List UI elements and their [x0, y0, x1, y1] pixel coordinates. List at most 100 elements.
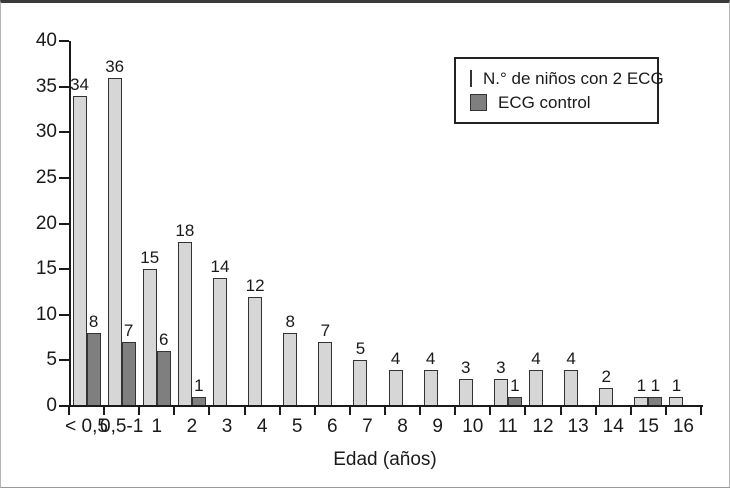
bar-ninos-2ecg [318, 342, 333, 406]
x-category-label: 3 [221, 416, 233, 437]
y-tick [59, 313, 69, 316]
bar-value-label: 1 [194, 375, 204, 395]
y-tick [59, 222, 69, 225]
bar-value-label: 14 [210, 257, 230, 277]
x-tick [243, 406, 246, 415]
bar-ninos-2ecg [283, 333, 298, 406]
bar-value-label: 7 [320, 321, 331, 341]
x-category-label: 13 [567, 416, 589, 437]
x-tick [419, 406, 422, 415]
bar-ninos-2ecg [423, 369, 438, 406]
x-tick [384, 406, 386, 415]
bar-value-label: 34 [70, 74, 89, 94]
legend: N.° de niños con 2 ECG ECG control [454, 57, 664, 124]
x-tick [454, 406, 457, 415]
x-category-label: 10 [462, 416, 484, 437]
x-tick [700, 406, 702, 415]
x-tick [208, 406, 211, 415]
x-tick [559, 406, 562, 415]
bar-value-label: 36 [105, 56, 125, 76]
bar-value-label: 18 [175, 220, 195, 240]
x-category-label: 7 [362, 416, 373, 437]
y-tick-label: 0 [46, 395, 57, 416]
bar-ninos-2ecg [353, 360, 368, 406]
y-tick [59, 268, 69, 271]
bar-value-label: 3 [461, 357, 471, 377]
bar-value-label: 7 [123, 321, 134, 341]
x-category-label: 2 [186, 416, 198, 437]
legend-item-ninos-2ecg: N.° de niños con 2 ECG [470, 69, 664, 88]
y-tick-label: 35 [35, 75, 57, 97]
y-tick-label: 40 [35, 30, 57, 51]
x-tick [664, 406, 667, 415]
bar-ecg-control [156, 351, 171, 406]
bar-value-label: 8 [285, 312, 295, 331]
legend-swatch-ecg-control [470, 94, 487, 111]
x-tick [278, 406, 281, 415]
x-tick [138, 406, 141, 415]
bar-value-label: 1 [636, 375, 647, 395]
x-category-label: 8 [397, 416, 408, 437]
bar-value-label: 3 [496, 357, 506, 377]
x-axis-line [69, 405, 703, 407]
bar-value-label: 5 [355, 339, 366, 359]
x-tick [489, 406, 492, 415]
bar-value-label: 1 [671, 375, 682, 395]
x-category-label: 14 [602, 416, 624, 437]
y-tick [59, 131, 69, 134]
x-category-label: 15 [637, 416, 659, 437]
y-tick-label: 10 [35, 303, 57, 325]
x-category-label: 4 [256, 416, 268, 437]
x-category-label: 12 [532, 416, 554, 437]
y-tick [59, 405, 69, 407]
x-axis-title: Edad (años) [333, 449, 437, 470]
y-tick-label: 20 [35, 212, 57, 234]
x-category-label: < 0,5 [65, 416, 108, 437]
legend-item-ecg-control: ECG control [470, 93, 657, 112]
y-tick-label: 15 [35, 258, 57, 280]
bar-value-label: 1 [650, 375, 661, 395]
bar-value-label: 2 [601, 366, 611, 386]
bar-value-label: 4 [566, 348, 576, 368]
x-tick [173, 406, 176, 415]
y-tick-label: 30 [35, 121, 57, 143]
bar-value-label: 4 [531, 348, 541, 368]
x-category-label: 0,5-1 [100, 416, 144, 437]
bar-ninos-2ecg [564, 369, 579, 406]
bar-ninos-2ecg [388, 369, 403, 406]
bar-value-label: 8 [88, 312, 99, 331]
x-tick [68, 406, 70, 415]
legend-label-ninos-2ecg: N.° de niños con 2 ECG [483, 69, 664, 88]
bar-value-label: 6 [159, 330, 169, 350]
bar-value-label: 4 [390, 348, 401, 368]
x-tick [629, 406, 632, 415]
x-category-label: 11 [498, 416, 518, 437]
x-tick [524, 406, 527, 415]
y-tick [59, 85, 69, 88]
bar-ecg-control [121, 342, 136, 406]
x-category-label: 6 [327, 416, 338, 437]
bar-value-label: 4 [425, 348, 436, 368]
y-axis-line [69, 41, 71, 407]
y-tick [59, 176, 69, 179]
bar-value-label: 1 [510, 375, 520, 395]
bar-value-label: 12 [245, 275, 265, 295]
bar-ninos-2ecg [72, 95, 87, 406]
x-tick [313, 406, 316, 415]
y-tick [59, 40, 69, 42]
legend-label-ecg-control: ECG control [498, 93, 591, 112]
plot-area: 0 5 10 15 20 25 30 35 40 < 0,5 0,5-1 1 2 3 4 5 6 7 8 9 10 11 1… [1, 3, 729, 487]
y-tick-label: 5 [46, 349, 57, 371]
bar-value-label: 15 [140, 248, 160, 268]
bar-ninos-2ecg [248, 296, 263, 406]
x-category-label: 5 [291, 416, 303, 437]
bar-ninos-2ecg [458, 378, 473, 406]
x-category-label: 1 [151, 416, 163, 437]
bar-ninos-2ecg [599, 387, 614, 406]
bar-ninos-2ecg [107, 77, 122, 406]
x-tick [594, 406, 597, 415]
x-category-label: 16 [672, 416, 694, 437]
x-tick [348, 406, 351, 415]
legend-swatch-ninos-2ecg [470, 70, 472, 87]
x-tick [103, 406, 106, 415]
